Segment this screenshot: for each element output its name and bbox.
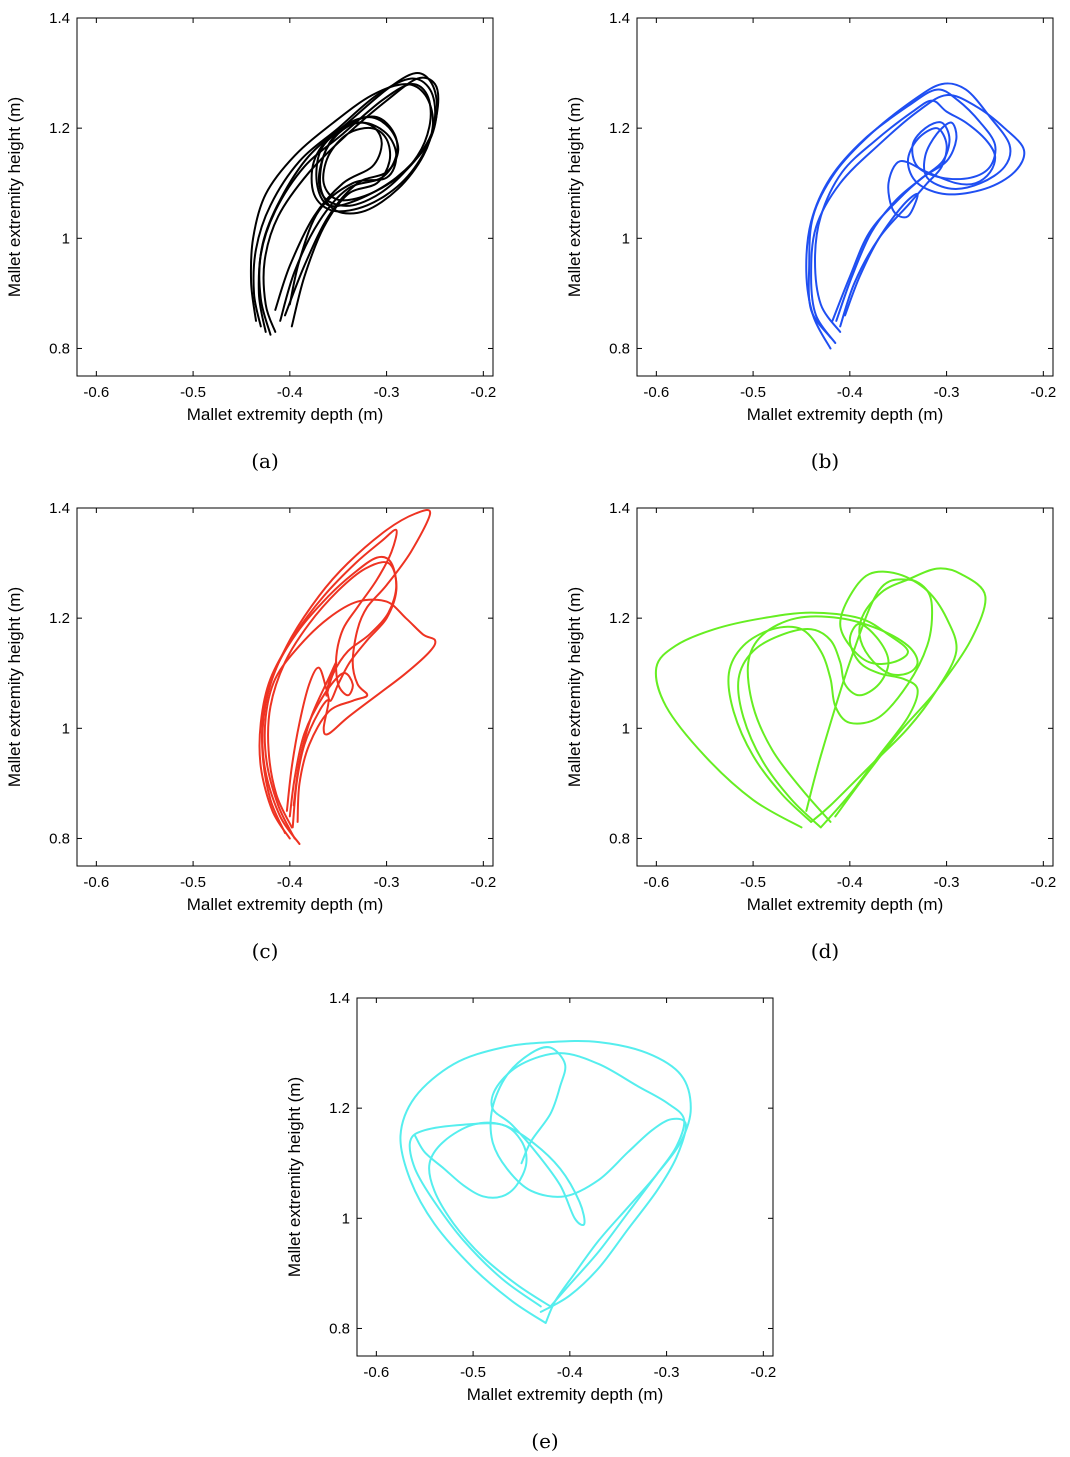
trajectory-series-4 [737,622,919,829]
trajectory-group [805,82,1026,350]
y-tick-label: 1.2 [49,610,70,627]
trajectory-series-5 [262,76,440,333]
panel-e: -0.6 -0.5 -0.4 -0.3 -0.2 0.8 1 1.2 1.4 Mallet ext… [285,990,776,1453]
trajectory-series-3 [746,567,987,823]
axes-frame [636,17,1054,377]
y-tick-label: 0.8 [49,830,70,847]
x-tick-label: -0.5 [180,384,206,401]
trajectory-series-1 [810,94,1026,344]
x-tick-label: -0.4 [277,384,303,401]
y-tick-label: 1.2 [49,120,70,137]
y-tick-label: 1.4 [609,10,630,27]
x-axis-label: Mallet extremity depth (m) [467,1385,664,1404]
y-axis-label: Mallet extremity height (m) [285,1077,304,1277]
panel-a: -0.6 -0.5 -0.4 -0.3 -0.2 0.8 1 1.2 1.4 Mallet ext… [5,10,496,473]
y-tick-label: 0.8 [329,1320,350,1337]
x-tick-label: -0.2 [750,1364,776,1381]
trajectory-series-5 [267,561,398,829]
axes-frame [356,997,774,1357]
x-tick-label: -0.2 [470,384,496,401]
y-axis-label: Mallet extremity height (m) [565,587,584,787]
panel-caption: (b) [811,449,839,473]
y-tick-label: 1.4 [329,990,350,1007]
y-tick-label: 1 [342,1210,350,1227]
y-tick-label: 1.2 [609,120,630,137]
x-tick-label: -0.4 [837,384,863,401]
y-tick-label: 1.2 [609,610,630,627]
x-tick-label: -0.6 [83,384,109,401]
trajectory-group [249,72,440,336]
trajectory-series-2 [408,1122,542,1308]
y-tick-label: 1.4 [49,10,70,27]
x-tick-label: -0.4 [277,874,303,891]
axes-frame [76,17,494,377]
x-tick-label: -0.5 [460,1364,486,1381]
y-tick-label: 1.2 [329,1100,350,1117]
trajectory-series-4 [249,83,435,322]
trajectory-series-1 [261,508,432,845]
y-axis-label: Mallet extremity height (m) [5,587,24,787]
trajectory-group [258,508,437,845]
y-tick-label: 1 [622,720,630,737]
x-tick-label: -0.6 [363,1364,389,1381]
trajectory-series-1 [399,1040,692,1324]
x-tick-label: -0.2 [470,874,496,891]
panel-caption: (d) [811,939,839,963]
y-tick-label: 1 [62,230,70,247]
x-tick-label: -0.4 [557,1364,583,1381]
x-axis-label: Mallet extremity depth (m) [747,405,944,424]
x-tick-label: -0.6 [643,384,669,401]
x-tick-label: -0.6 [83,874,109,891]
y-axis-label: Mallet extremity height (m) [565,97,584,297]
x-tick-label: -0.5 [740,874,766,891]
y-tick-label: 1.4 [609,500,630,517]
trajectory-series-2 [727,578,934,823]
y-axis-label: Mallet extremity height (m) [5,97,24,297]
trajectory-series-4 [428,1052,686,1308]
trajectory-series-3 [263,598,437,840]
x-tick-label: -0.3 [374,874,400,891]
panel-caption: (c) [252,939,279,963]
y-tick-label: 1 [622,230,630,247]
trajectory-series-4 [805,88,997,350]
axes-frame [636,507,1054,867]
trajectory-series-1 [252,77,437,328]
y-tick-label: 0.8 [609,340,630,357]
x-tick-label: -0.4 [837,874,863,891]
trajectory-series-3 [814,99,997,333]
panel-caption: (e) [531,1429,558,1453]
panel-caption: (a) [251,449,279,473]
x-axis-label: Mallet extremity depth (m) [187,895,384,914]
x-axis-label: Mallet extremity depth (m) [747,895,944,914]
trajectory-series-1 [654,570,958,829]
x-tick-label: -0.6 [643,874,669,891]
trajectory-group [399,1040,692,1324]
panel-d: -0.6 -0.5 -0.4 -0.3 -0.2 0.8 1 1.2 1.4 Mallet ext… [565,500,1056,963]
x-tick-label: -0.2 [1030,874,1056,891]
y-tick-label: 1.4 [49,500,70,517]
y-tick-label: 0.8 [49,340,70,357]
trajectory-series-2 [258,528,398,840]
trajectory-series-3 [489,1046,687,1313]
x-tick-label: -0.2 [1030,384,1056,401]
trajectory-group [654,567,987,829]
y-tick-label: 1 [62,720,70,737]
x-tick-label: -0.3 [934,384,960,401]
panel-b: -0.6 -0.5 -0.4 -0.3 -0.2 0.8 1 1.2 1.4 Mallet ext… [565,10,1056,473]
x-tick-label: -0.3 [374,384,400,401]
axes-frame [76,507,494,867]
x-tick-label: -0.5 [740,384,766,401]
y-tick-label: 0.8 [609,830,630,847]
x-axis-label: Mallet extremity depth (m) [187,405,384,424]
x-tick-label: -0.5 [180,874,206,891]
x-tick-label: -0.3 [654,1364,680,1381]
x-tick-label: -0.3 [934,874,960,891]
panel-c: -0.6 -0.5 -0.4 -0.3 -0.2 0.8 1 1.2 1.4 Mallet ext… [5,500,496,963]
